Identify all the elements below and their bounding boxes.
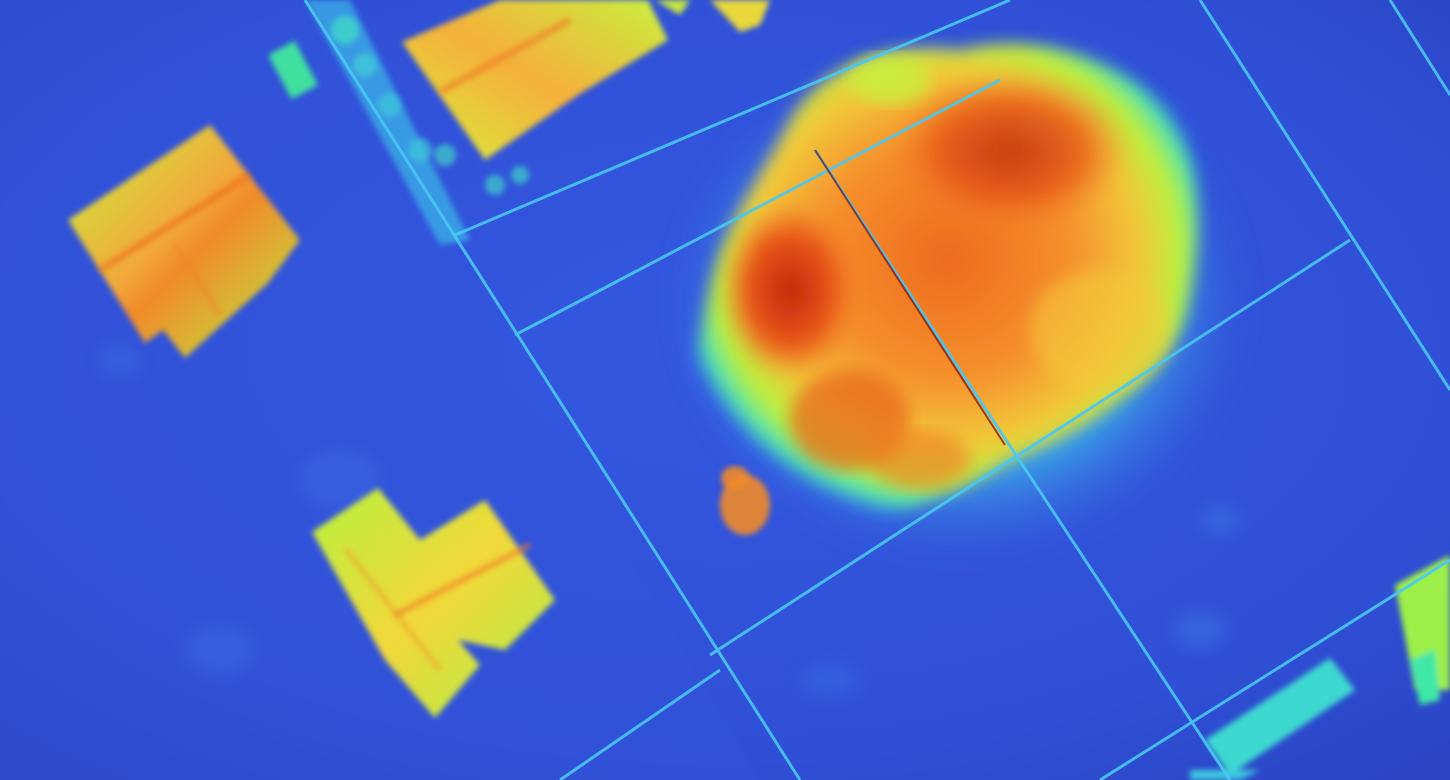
large-tree-canopy	[670, 40, 1250, 560]
